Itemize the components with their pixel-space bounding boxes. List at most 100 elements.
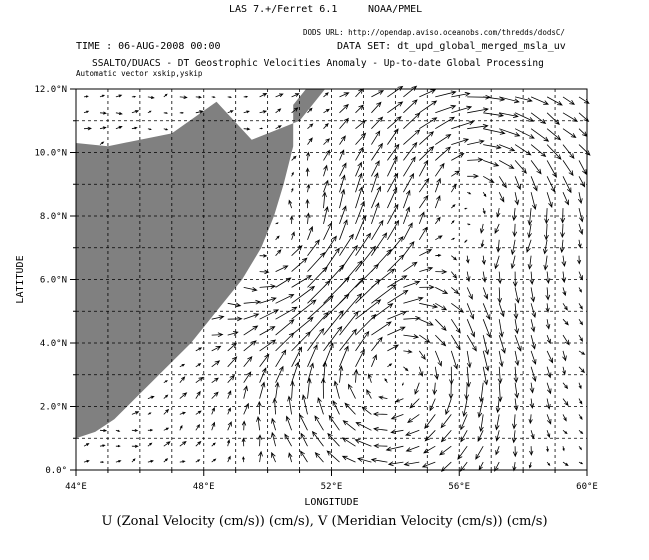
- velocity-vector: [355, 172, 363, 193]
- velocity-vector: [366, 389, 372, 399]
- velocity-vector: [355, 299, 382, 320]
- velocity-vector: [403, 129, 421, 145]
- velocity-vector: [467, 107, 489, 114]
- velocity-vector: [530, 192, 537, 211]
- velocity-vector: [432, 382, 438, 396]
- velocity-vector: [451, 91, 471, 98]
- velocity-vector: [546, 366, 552, 379]
- velocity-vector: [529, 382, 535, 394]
- velocity-vector: [499, 128, 521, 137]
- velocity-vector: [211, 442, 216, 447]
- velocity-vector: [434, 216, 441, 225]
- velocity-vector: [163, 128, 169, 131]
- velocity-vector: [498, 192, 505, 203]
- velocity-vector: [466, 350, 472, 369]
- velocity-vector: [243, 356, 253, 368]
- velocity-vector: [387, 363, 393, 368]
- velocity-vector: [179, 111, 184, 114]
- y-tick-label: 0.0°: [45, 466, 67, 476]
- footer-caption: U (Zonal Velocity (cm/s)) (cm/s), V (Mer…: [101, 514, 548, 529]
- velocity-vector: [355, 422, 372, 431]
- velocity-vector: [530, 350, 537, 365]
- velocity-vector: [514, 160, 527, 174]
- velocity-vector: [339, 117, 349, 129]
- y-tick-label: 2.0°N: [40, 403, 67, 413]
- org-label: NOAA/PMEL: [368, 4, 423, 15]
- velocity-vector: [227, 374, 235, 383]
- velocity-vector: [371, 101, 382, 114]
- y-axis-title: LATITUDE: [15, 255, 26, 303]
- velocity-vector: [514, 382, 520, 399]
- velocity-vector: [259, 254, 268, 258]
- velocity-vector: [562, 382, 569, 390]
- velocity-vector: [512, 462, 517, 472]
- velocity-vector: [451, 120, 475, 130]
- velocity-vector: [546, 446, 549, 453]
- velocity-vector: [546, 160, 557, 178]
- x-tick-label: 56°E: [448, 482, 470, 492]
- velocity-vector: [466, 287, 473, 300]
- velocity-vector: [115, 444, 121, 448]
- velocity-vector: [562, 429, 568, 435]
- velocity-vector: [371, 172, 379, 193]
- velocity-vector: [348, 383, 356, 399]
- velocity-vector: [243, 340, 257, 352]
- velocity-vector: [387, 186, 398, 209]
- velocity-vector: [435, 133, 452, 145]
- velocity-vector: [83, 459, 90, 463]
- velocity-vector: [341, 437, 356, 447]
- velocity-vector: [195, 376, 204, 384]
- velocity-vector: [291, 231, 295, 240]
- velocity-vector: [482, 335, 490, 356]
- velocity-vector: [418, 350, 426, 360]
- velocity-vector: [305, 212, 311, 224]
- velocity-vector: [562, 461, 569, 467]
- velocity-vector: [407, 414, 420, 423]
- velocity-vector: [291, 93, 300, 98]
- velocity-vector: [275, 332, 295, 352]
- velocity-vector: [163, 380, 168, 384]
- velocity-vector: [578, 287, 582, 293]
- velocity-vector: [512, 414, 517, 430]
- velocity-vector: [227, 96, 232, 99]
- velocity-vector: [512, 271, 518, 288]
- velocity-vector: [419, 318, 434, 326]
- velocity-vector: [482, 303, 491, 320]
- dataset-label: DATA SET: dt_upd_global_merged_msla_uv: [337, 41, 566, 52]
- velocity-vector: [545, 303, 550, 313]
- velocity-vector: [355, 348, 365, 367]
- y-tick-label: 6.0°N: [40, 276, 67, 286]
- velocity-vector: [544, 223, 549, 241]
- velocity-vector: [371, 354, 377, 367]
- velocity-vector: [355, 330, 370, 352]
- velocity-vector: [498, 350, 504, 368]
- velocity-vector: [514, 144, 532, 156]
- velocity-vector: [300, 450, 308, 463]
- velocity-vector: [530, 287, 536, 303]
- velocity-vector: [514, 350, 520, 367]
- velocity-vector: [99, 111, 107, 115]
- velocity-vector: [546, 176, 556, 193]
- velocity-vector: [435, 302, 448, 311]
- velocity-vector: [339, 174, 346, 193]
- velocity-vector: [435, 146, 452, 161]
- velocity-vector: [482, 366, 489, 386]
- velocity-vector: [272, 397, 278, 415]
- velocity-vector: [543, 239, 548, 255]
- velocity-vector: [495, 446, 500, 456]
- velocity-vector: [179, 95, 188, 99]
- velocity-vector: [530, 319, 536, 333]
- velocity-vector: [546, 144, 562, 160]
- velocity-vector: [498, 334, 506, 354]
- velocity-vector: [243, 286, 258, 292]
- velocity-vector: [211, 315, 225, 320]
- velocity-vector: [163, 394, 169, 399]
- velocity-vector: [259, 339, 277, 352]
- velocity-vector: [339, 219, 348, 240]
- velocity-vector: [241, 420, 247, 431]
- velocity-vector: [497, 366, 503, 385]
- velocity-vector: [562, 414, 567, 422]
- velocity-vector: [227, 455, 231, 463]
- velocity-vector: [562, 128, 577, 139]
- velocity-vector: [373, 443, 388, 449]
